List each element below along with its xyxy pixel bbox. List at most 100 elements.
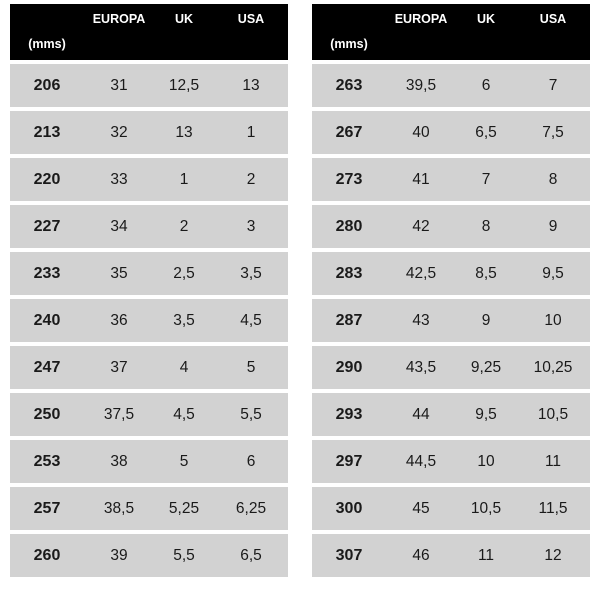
column-header-uk: UK (456, 4, 516, 60)
cell-uk: 9 (456, 299, 516, 342)
cell-mms: 227 (10, 205, 84, 248)
cell-usa: 4,5 (214, 299, 288, 342)
table-row: 267 40 6,5 7,5 (312, 111, 590, 154)
cell-usa: 11 (516, 440, 590, 483)
cell-europa: 42,5 (386, 252, 456, 295)
table-row: 253 38 5 6 (10, 440, 288, 483)
column-header-usa: USA (214, 4, 288, 60)
table-row: 287 43 9 10 (312, 299, 590, 342)
cell-europa: 35 (84, 252, 154, 295)
table-header-left: (mms) EUROPA UK USA (10, 4, 288, 60)
cell-europa: 44 (386, 393, 456, 436)
cell-europa: 37 (84, 346, 154, 389)
table-row: 263 39,5 6 7 (312, 64, 590, 107)
cell-uk: 1 (154, 158, 214, 201)
cell-uk: 12,5 (154, 64, 214, 107)
cell-usa: 6 (214, 440, 288, 483)
cell-europa: 44,5 (386, 440, 456, 483)
cell-uk: 11 (456, 534, 516, 577)
table-row: 213 32 13 1 (10, 111, 288, 154)
cell-usa: 9,5 (516, 252, 590, 295)
cell-mms: 280 (312, 205, 386, 248)
cell-usa: 11,5 (516, 487, 590, 530)
cell-europa: 38 (84, 440, 154, 483)
cell-uk: 6,5 (456, 111, 516, 154)
cell-mms: 220 (10, 158, 84, 201)
cell-uk: 8 (456, 205, 516, 248)
cell-usa: 7 (516, 64, 590, 107)
cell-europa: 45 (386, 487, 456, 530)
column-header-mms: (mms) (312, 4, 386, 60)
cell-mms: 290 (312, 346, 386, 389)
column-header-mms: (mms) (10, 4, 84, 60)
cell-uk: 8,5 (456, 252, 516, 295)
column-header-europa: EUROPA (386, 4, 456, 60)
table-body-left: 206 31 12,5 13 213 32 13 1 220 33 1 2 (10, 64, 288, 577)
cell-usa: 8 (516, 158, 590, 201)
left-table-container: (mms) EUROPA UK USA 206 31 12,5 13 213 3… (10, 0, 298, 596)
cell-europa: 38,5 (84, 487, 154, 530)
cell-europa: 32 (84, 111, 154, 154)
cell-usa: 3 (214, 205, 288, 248)
cell-europa: 43,5 (386, 346, 456, 389)
table-row: 220 33 1 2 (10, 158, 288, 201)
cell-usa: 7,5 (516, 111, 590, 154)
cell-europa: 46 (386, 534, 456, 577)
cell-usa: 5 (214, 346, 288, 389)
cell-uk: 4 (154, 346, 214, 389)
size-table-right: (mms) EUROPA UK USA 263 39,5 6 7 267 40 … (312, 0, 590, 581)
cell-mms: 253 (10, 440, 84, 483)
cell-europa: 33 (84, 158, 154, 201)
column-header-europa: EUROPA (84, 4, 154, 60)
cell-europa: 40 (386, 111, 456, 154)
right-table-container: (mms) EUROPA UK USA 263 39,5 6 7 267 40 … (312, 0, 600, 596)
table-row: 280 42 8 9 (312, 205, 590, 248)
cell-uk: 3,5 (154, 299, 214, 342)
column-header-uk: UK (154, 4, 214, 60)
table-row: 240 36 3,5 4,5 (10, 299, 288, 342)
cell-usa: 6,25 (214, 487, 288, 530)
cell-europa: 41 (386, 158, 456, 201)
header-row: (mms) EUROPA UK USA (10, 4, 288, 60)
size-table-left: (mms) EUROPA UK USA 206 31 12,5 13 213 3… (10, 0, 288, 581)
table-row: 260 39 5,5 6,5 (10, 534, 288, 577)
cell-mms: 213 (10, 111, 84, 154)
table-row: 206 31 12,5 13 (10, 64, 288, 107)
cell-mms: 240 (10, 299, 84, 342)
cell-mms: 287 (312, 299, 386, 342)
table-header-right: (mms) EUROPA UK USA (312, 4, 590, 60)
cell-mms: 297 (312, 440, 386, 483)
table-row: 227 34 2 3 (10, 205, 288, 248)
cell-europa: 36 (84, 299, 154, 342)
cell-europa: 31 (84, 64, 154, 107)
table-row: 247 37 4 5 (10, 346, 288, 389)
cell-mms: 247 (10, 346, 84, 389)
table-row: 250 37,5 4,5 5,5 (10, 393, 288, 436)
cell-uk: 10 (456, 440, 516, 483)
header-row: (mms) EUROPA UK USA (312, 4, 590, 60)
cell-usa: 2 (214, 158, 288, 201)
cell-uk: 2,5 (154, 252, 214, 295)
cell-usa: 5,5 (214, 393, 288, 436)
table-row: 300 45 10,5 11,5 (312, 487, 590, 530)
cell-usa: 12 (516, 534, 590, 577)
table-row: 233 35 2,5 3,5 (10, 252, 288, 295)
cell-europa: 37,5 (84, 393, 154, 436)
table-row: 257 38,5 5,25 6,25 (10, 487, 288, 530)
cell-europa: 42 (386, 205, 456, 248)
table-row: 283 42,5 8,5 9,5 (312, 252, 590, 295)
cell-mms: 250 (10, 393, 84, 436)
cell-mms: 307 (312, 534, 386, 577)
cell-mms: 267 (312, 111, 386, 154)
table-row: 297 44,5 10 11 (312, 440, 590, 483)
cell-uk: 5,5 (154, 534, 214, 577)
cell-uk: 13 (154, 111, 214, 154)
cell-usa: 13 (214, 64, 288, 107)
cell-uk: 9,5 (456, 393, 516, 436)
column-header-usa: USA (516, 4, 590, 60)
cell-europa: 34 (84, 205, 154, 248)
cell-usa: 6,5 (214, 534, 288, 577)
cell-usa: 3,5 (214, 252, 288, 295)
cell-uk: 7 (456, 158, 516, 201)
